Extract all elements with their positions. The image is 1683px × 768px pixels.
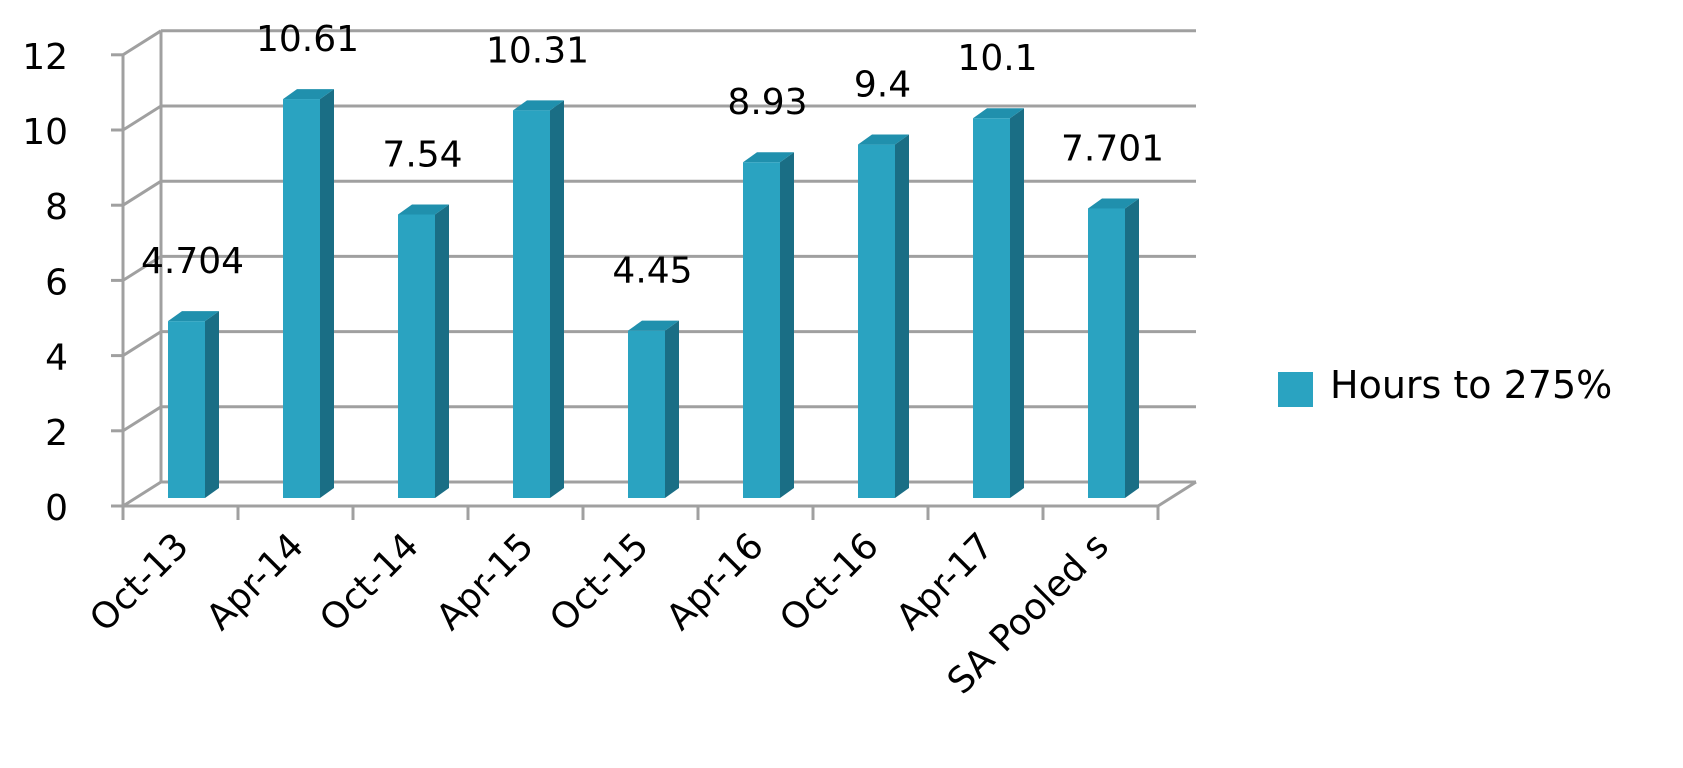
y-tick-label: 8 [45, 187, 68, 228]
data-label: 10.1 [957, 38, 1037, 79]
bar-side [205, 311, 219, 498]
bar-side [665, 320, 679, 498]
bar [628, 320, 679, 498]
bar-front [168, 321, 205, 498]
bar-front [858, 144, 895, 498]
data-label: 4.704 [141, 241, 244, 282]
data-label: 7.54 [382, 134, 462, 175]
bar-front [743, 162, 780, 498]
bar [398, 204, 449, 498]
bar-side [1010, 108, 1024, 499]
data-label: 7.701 [1061, 128, 1164, 169]
bar-top [1088, 198, 1139, 209]
x-tick-label: Apr-16 [659, 525, 772, 638]
legend: Hours to 275% [1278, 363, 1612, 407]
y-tick-label: 4 [45, 338, 68, 379]
bar [973, 108, 1024, 499]
x-tick-label: Apr-15 [429, 525, 542, 638]
bar-top [743, 152, 794, 163]
y-tick-label: 10 [22, 112, 68, 153]
gridline-side [122, 104, 162, 132]
bar [168, 311, 219, 498]
bar-top [858, 134, 909, 145]
bar-side [1125, 198, 1139, 499]
x-tick-label: Oct-16 [772, 525, 887, 640]
bar-front [283, 99, 320, 499]
gridline-side [122, 330, 162, 357]
gridline-side [122, 405, 162, 433]
y-tick-label: 2 [45, 413, 68, 454]
x-tick-label: Oct-14 [312, 525, 427, 640]
floor-right-edge [1157, 480, 1197, 508]
axis-layer: 0 2 4 6 8 10 12 [22, 37, 1197, 529]
gridline-side [122, 255, 162, 282]
bar-side [435, 204, 449, 498]
x-tick-label: Oct-13 [82, 525, 197, 640]
data-label: 8.93 [727, 82, 807, 123]
y-tick-label: 0 [45, 488, 68, 529]
bar-front [398, 214, 435, 498]
data-label: 4.45 [612, 251, 692, 292]
bar-top [973, 108, 1024, 119]
gridline-side [122, 480, 162, 508]
bar [513, 100, 564, 499]
bar [743, 152, 794, 498]
gridline-side [122, 29, 162, 57]
bar-top [283, 89, 334, 100]
bar-top [628, 320, 679, 331]
bar [858, 134, 909, 498]
bar-front [513, 110, 550, 499]
data-label: 9.4 [854, 65, 911, 106]
data-label: 10.31 [486, 30, 589, 71]
bar-top [513, 100, 564, 111]
bar-front [973, 118, 1010, 499]
bar [283, 89, 334, 499]
bar-side [895, 134, 909, 498]
data-label: 10.61 [256, 19, 359, 60]
y-tick-label: 6 [45, 262, 68, 303]
gridline-side [122, 179, 162, 207]
legend-label: Hours to 275% [1330, 363, 1612, 407]
bar-side [550, 100, 564, 499]
bar-front [1088, 208, 1125, 499]
y-tick-label: 12 [22, 37, 68, 78]
bar-side [780, 152, 794, 498]
bar-top [168, 311, 219, 322]
legend-swatch [1278, 372, 1313, 407]
bar-top [398, 204, 449, 215]
bar [1088, 198, 1139, 499]
x-tick-label: Apr-14 [199, 525, 312, 638]
bar-layer [168, 89, 1139, 499]
bar-front [628, 330, 665, 498]
bar-side [320, 89, 334, 499]
x-tick-label: Oct-15 [542, 525, 657, 640]
x-tick-label: Apr-17 [889, 525, 1002, 638]
